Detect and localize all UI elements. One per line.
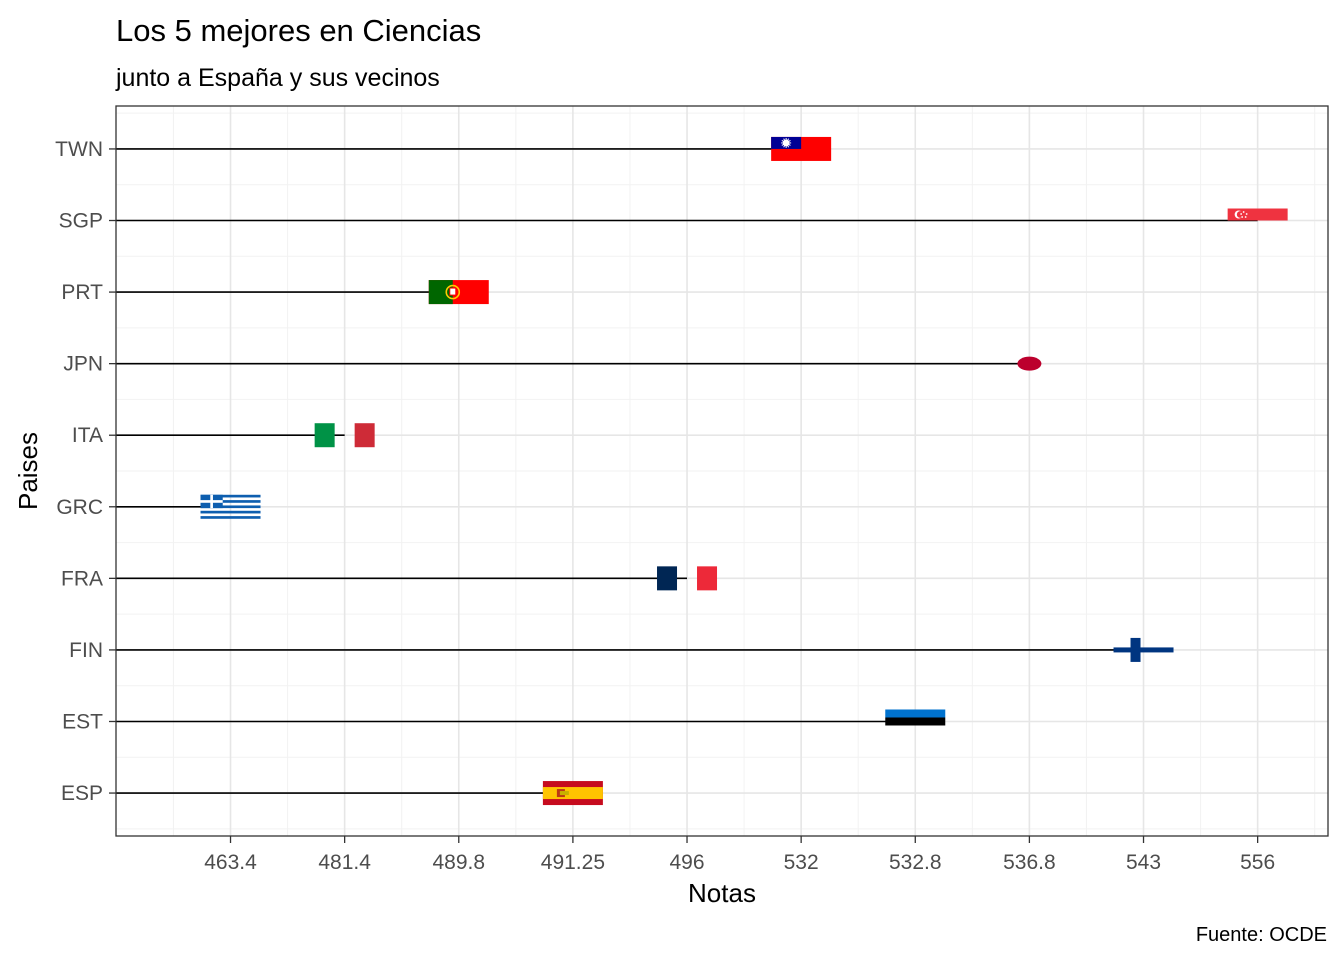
y-tick-label: ESP xyxy=(61,782,103,805)
x-tick-label: 491.25 xyxy=(541,851,605,874)
caption: Fuente: OCDE xyxy=(1196,924,1327,946)
x-tick-label: 496 xyxy=(669,851,704,874)
x-axis: 463.4 481.4 489.8 491.25 496 532 532.8 536.8 543… xyxy=(204,836,1275,874)
flag-est xyxy=(885,709,946,726)
chart-subtitle: junto a España y sus vecinos xyxy=(115,64,440,92)
flag-prt xyxy=(428,280,489,305)
flag-sgp xyxy=(1227,208,1288,221)
y-tick-label: EST xyxy=(62,710,103,733)
y-tick-label: SGP xyxy=(59,210,103,233)
flag-grc xyxy=(200,494,261,519)
x-axis-title: Notas xyxy=(688,878,756,908)
y-tick-label: TWN xyxy=(55,138,103,161)
flag-fin xyxy=(1113,637,1174,662)
x-tick-label: 463.4 xyxy=(204,851,257,874)
y-tick-label: ITA xyxy=(72,424,103,447)
x-tick-label: 556 xyxy=(1240,851,1275,874)
x-tick-label: 481.4 xyxy=(318,851,371,874)
flag-twn xyxy=(771,136,832,161)
x-tick-label: 536.8 xyxy=(1003,851,1056,874)
chart-title: Los 5 mejores en Ciencias xyxy=(116,13,481,48)
flag-fra xyxy=(657,566,718,591)
x-tick-label: 532 xyxy=(784,851,819,874)
y-axis-title: Paises xyxy=(13,432,43,510)
panel-border xyxy=(115,105,1329,837)
flag-ita xyxy=(314,423,375,448)
x-tick-label: 532.8 xyxy=(889,851,942,874)
y-tick-label: JPN xyxy=(63,353,103,376)
x-tick-label: 543 xyxy=(1126,851,1161,874)
data-segments xyxy=(116,148,1258,794)
flag-jpn xyxy=(1017,356,1042,371)
y-axis: TWN SGP PRT JPN ITA GRC FRA FIN EST ESP xyxy=(55,138,116,805)
gridlines xyxy=(116,106,1328,836)
y-tick-label: FIN xyxy=(69,639,103,662)
y-tick-label: GRC xyxy=(56,496,103,519)
flag-esp xyxy=(542,781,603,806)
y-tick-label: PRT xyxy=(61,281,103,304)
y-tick-label: FRA xyxy=(61,567,103,590)
plot-panel xyxy=(115,105,1329,837)
flag-markers xyxy=(200,136,1288,806)
x-tick-label: 489.8 xyxy=(432,851,485,874)
